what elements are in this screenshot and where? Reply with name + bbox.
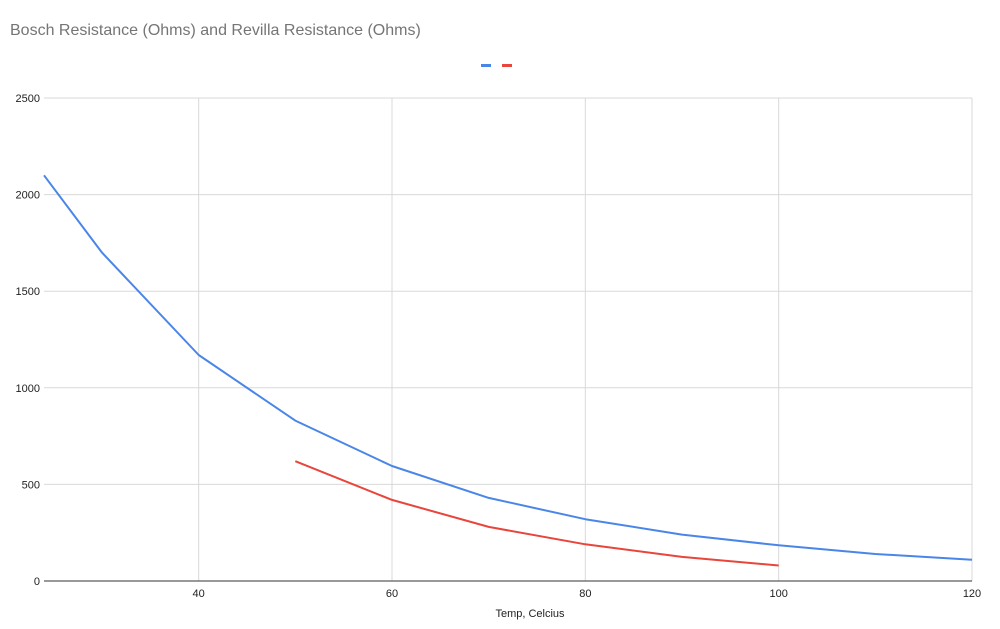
legend	[481, 64, 512, 67]
x-tick-label: 80	[579, 588, 591, 600]
y-tick-label: 1500	[16, 286, 40, 298]
x-tick-label: 60	[386, 588, 398, 600]
series-lines	[43, 174, 973, 567]
legend-swatch-1	[481, 64, 491, 67]
x-axis-label: Temp, Celcius	[495, 608, 565, 620]
series-line-1	[43, 174, 973, 561]
gridlines	[44, 97, 973, 581]
y-tick-label: 2500	[16, 93, 40, 105]
y-tick-label: 1000	[16, 383, 40, 395]
x-axis-ticks: 40 60 80 100 120	[193, 588, 982, 600]
x-tick-label: 40	[193, 588, 205, 600]
y-tick-label: 500	[22, 479, 40, 491]
y-tick-label: 0	[34, 576, 40, 588]
x-tick-label: 120	[963, 588, 981, 600]
series-line-2	[294, 460, 779, 567]
x-tick-label: 100	[769, 588, 787, 600]
y-axis-ticks: 0 500 1000 1500 2000 2500	[16, 93, 40, 588]
y-tick-label: 2000	[16, 190, 40, 202]
chart-title: Bosch Resistance (Ohms) and Revilla Resi…	[10, 22, 421, 39]
legend-swatch-2	[502, 64, 512, 67]
